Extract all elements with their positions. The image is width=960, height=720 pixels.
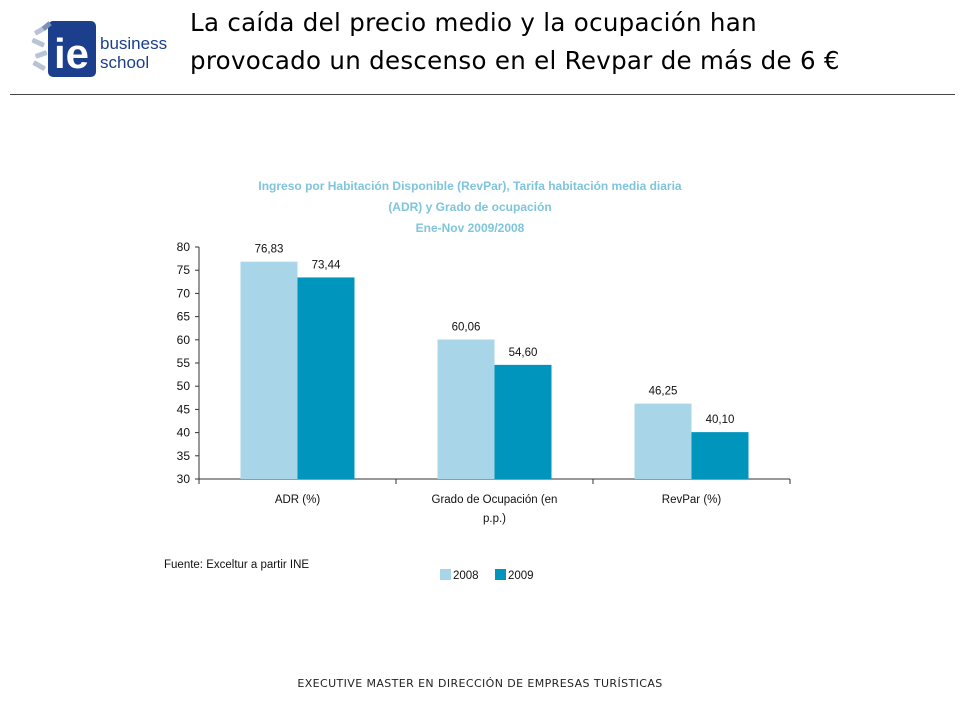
data-label: 60,06 — [452, 322, 481, 334]
legend-label-2009: 2009 — [508, 570, 534, 582]
y-tick-label: 45 — [177, 402, 191, 416]
x-category-label: RevPar (%) — [662, 494, 722, 506]
logo-word-business: business — [100, 34, 167, 53]
slide-title-line-2: provocado un descenso en el Revpar de má… — [190, 46, 840, 75]
logo-emblem-icon: ie — [31, 21, 96, 77]
ie-business-school-logo: ie business school — [31, 21, 167, 77]
data-label: 40,10 — [706, 414, 735, 426]
y-tick-label: 80 — [177, 240, 191, 254]
y-tick-label: 30 — [177, 472, 191, 486]
data-label: 76,83 — [255, 244, 284, 256]
y-tick-label: 40 — [177, 426, 191, 440]
y-tick-label: 75 — [177, 263, 191, 277]
y-tick-label: 35 — [177, 449, 191, 463]
legend-swatch-2009 — [495, 569, 506, 580]
y-tick-label: 55 — [177, 356, 191, 370]
bar-2008-3 — [634, 403, 692, 479]
data-label: 73,44 — [312, 259, 341, 271]
slide-title: La caída del precio medio y la ocupación… — [190, 4, 955, 80]
y-tick-label: 50 — [177, 379, 191, 393]
chart-source-note: Fuente: Exceltur a partir INE — [164, 559, 309, 571]
logo-mark: ie — [54, 30, 89, 77]
x-category-label: p.p.) — [483, 513, 506, 525]
x-category-label: ADR (%) — [275, 494, 321, 506]
y-tick-label: 65 — [177, 310, 191, 324]
slide-title-line-1: La caída del precio medio y la ocupación… — [190, 8, 757, 37]
y-tick-label: 70 — [177, 286, 191, 300]
y-tick-label: 60 — [177, 333, 191, 347]
bar-2009-1 — [297, 277, 355, 479]
title-divider — [10, 94, 955, 95]
bar-2008-1 — [240, 261, 298, 479]
data-label: 54,60 — [509, 347, 538, 359]
chart-title-line-2: (ADR) y Grado de ocupación — [388, 200, 551, 214]
revpar-adr-occupancy-chart: Ingreso por Habitación Disponible (RevPa… — [164, 179, 791, 582]
bar-2008-2 — [437, 339, 495, 479]
data-label: 46,25 — [649, 386, 678, 398]
chart-title-line-1: Ingreso por Habitación Disponible (RevPa… — [258, 179, 682, 193]
bar-2009-3 — [691, 432, 749, 479]
logo-word-school: school — [100, 53, 149, 72]
bar-2009-2 — [494, 364, 552, 479]
legend-swatch-2008 — [440, 569, 451, 580]
x-category-label: Grado de Ocupación (en — [432, 494, 558, 506]
chart-title-line-3: Ene-Nov 2009/2008 — [416, 221, 525, 235]
legend-label-2008: 2008 — [453, 570, 479, 582]
footer-program-name: EXECUTIVE MASTER EN DIRECCIÓN DE EMPRESA… — [297, 677, 663, 690]
